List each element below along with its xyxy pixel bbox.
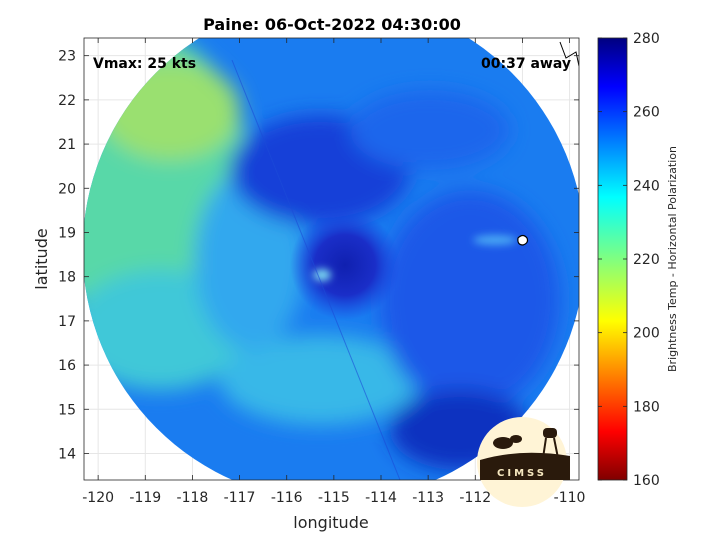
x-tick-label: -116 [271, 490, 303, 506]
x-tick-label: -115 [318, 490, 350, 506]
x-tick-label: -120 [82, 490, 114, 506]
satellite-dish-icon [493, 437, 513, 449]
y-axis-label: latitude [32, 228, 51, 289]
x-tick-label: -117 [224, 490, 256, 506]
warm-spot-east [473, 235, 517, 245]
x-tick-label: -112 [459, 490, 491, 506]
y-tick-label: 22 [58, 93, 76, 109]
y-tick-label: 15 [58, 402, 76, 418]
eye-core [290, 210, 400, 320]
y-tick-label: 23 [58, 49, 76, 65]
plot-area: -120-119-118-117-116-115-114-113-112-111… [32, 37, 585, 532]
x-tick-label: -118 [177, 490, 209, 506]
colorbar-ticks: 280 260 240 220 200 180 160 [598, 31, 660, 489]
y-tick-label: 20 [58, 181, 76, 197]
water-tower-leg [542, 437, 547, 459]
colorbar-label: Brightness Temp - Horizontal Polarizatio… [666, 146, 679, 372]
band-northeast [350, 90, 510, 170]
colorbar-tick-label: 240 [633, 178, 660, 194]
warm-spot-eye [313, 269, 331, 281]
axes-frame [83, 37, 580, 481]
colorbar: 280 260 240 220 200 180 160 Brightness Temp - … [597, 31, 679, 489]
colorbar-tick-label: 180 [633, 399, 660, 415]
colorbar-tick-label: 220 [633, 252, 660, 268]
scan-seam [231, 59, 401, 480]
colorbar-tick-label: 200 [633, 326, 660, 342]
x-tick-label: -119 [129, 490, 161, 506]
island-outline [517, 234, 529, 246]
y-tick-label: 18 [58, 270, 76, 286]
x-tick-label: -110 [554, 490, 586, 506]
logo-text: CIMSS [497, 468, 547, 479]
cimss-logo: CIMSS [477, 417, 570, 507]
chart-title: Paine: 06-Oct-2022 04:30:00 [203, 15, 461, 34]
coastline-fragment-northeast [559, 41, 579, 67]
logo-ground [480, 452, 570, 480]
colorbar-tick-label: 160 [633, 473, 660, 489]
y-tick-label: 19 [58, 225, 76, 241]
y-tick-label: 14 [58, 446, 76, 462]
x-tick-label: -114 [365, 490, 397, 506]
colorbar-tick-label: 280 [633, 31, 660, 47]
y-tick-label: 16 [58, 358, 76, 374]
microwave-swath [84, 38, 579, 480]
water-tower-icon [543, 428, 557, 438]
y-ticks: 14 15 16 17 18 19 20 21 22 23 [58, 49, 579, 462]
water-tower-leg [553, 437, 559, 459]
vmax-annotation: Vmax: 25 kts [93, 56, 196, 72]
y-tick-label: 17 [58, 314, 76, 330]
x-axis-label: longitude [293, 513, 368, 532]
time-away-annotation: 00:37 away [481, 56, 571, 72]
y-tick-label: 21 [58, 137, 76, 153]
satellite-dish-small-icon [510, 435, 522, 443]
colorbar-gradient [598, 38, 627, 480]
band-south [220, 335, 420, 425]
x-ticks: -120-119-118-117-116-115-114-113-112-111… [82, 38, 585, 506]
cold-region-east [380, 190, 560, 410]
colorbar-tick-label: 260 [633, 105, 660, 121]
x-tick-label: -113 [412, 490, 444, 506]
